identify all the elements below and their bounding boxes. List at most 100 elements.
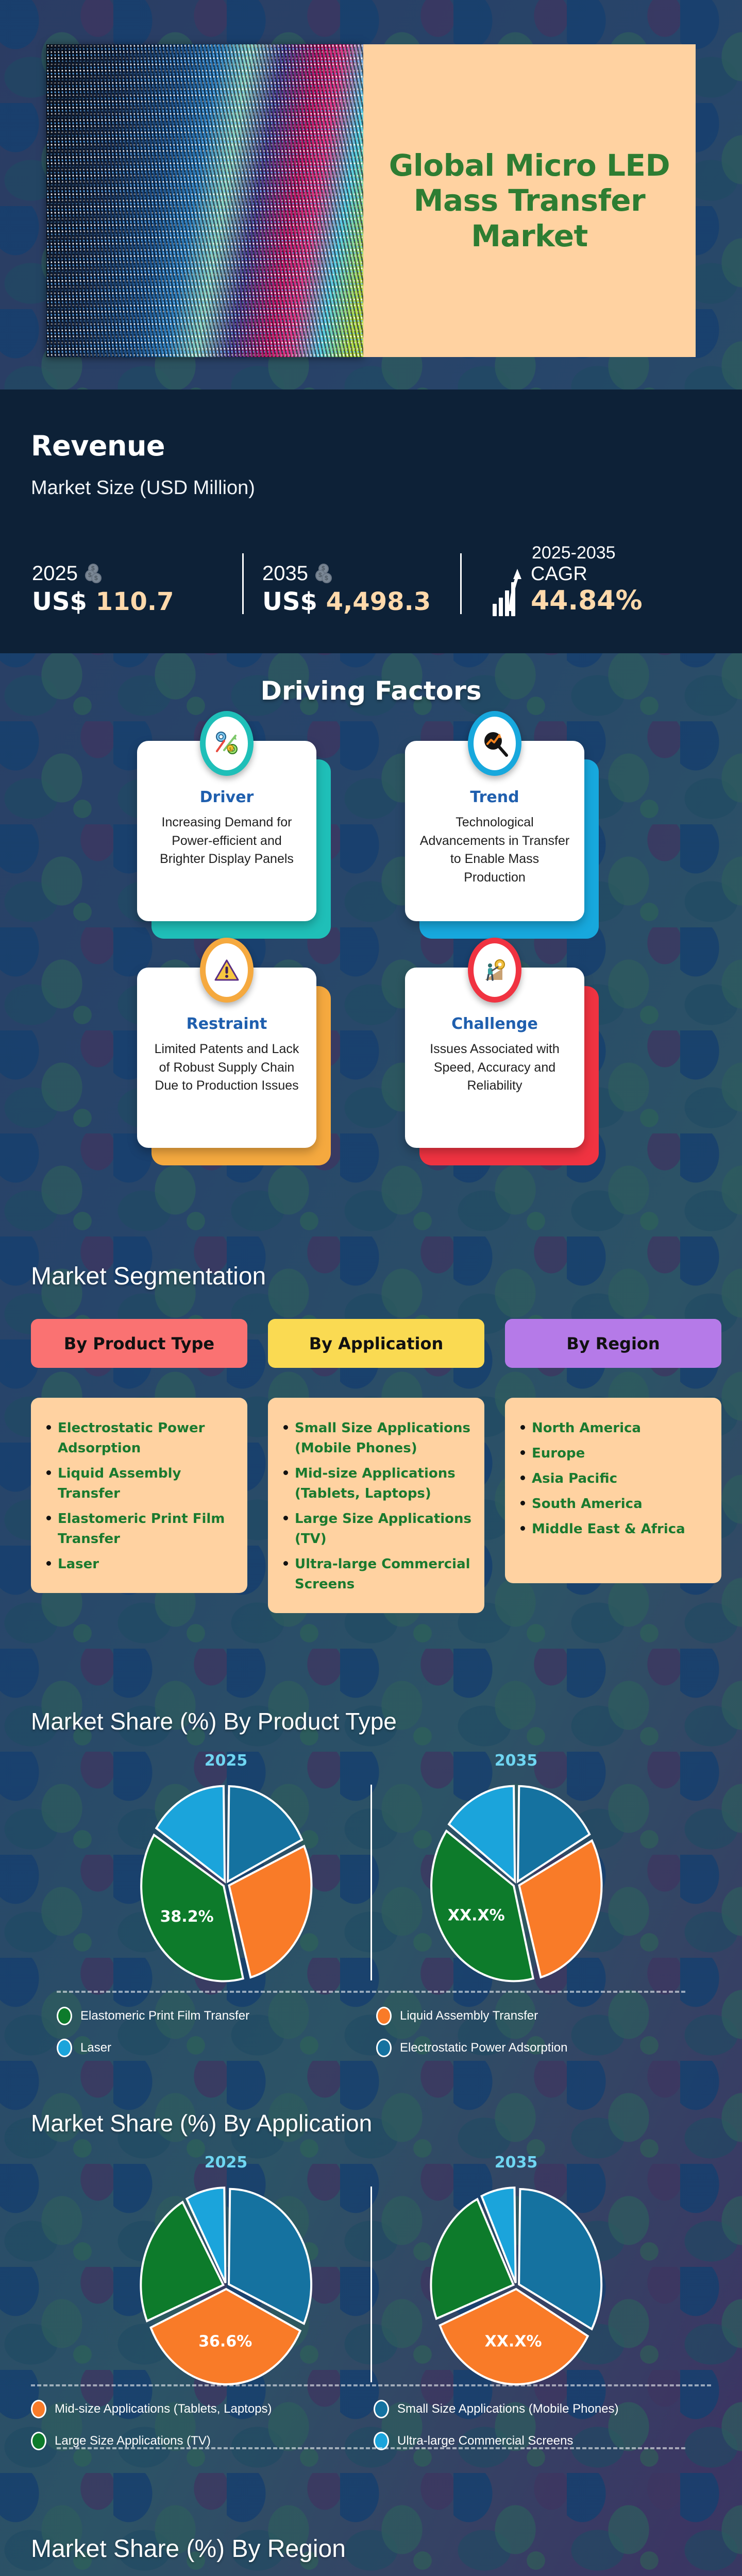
revenue-base-year-block: 2025 $ $ $ US$ 110.7	[26, 562, 242, 616]
list-item: Asia Pacific	[520, 1469, 710, 1489]
micro-led-display-photo	[46, 44, 363, 357]
pie-chart-application-2025: 36.6%	[139, 2187, 312, 2385]
pie-slice	[480, 2187, 517, 2283]
pie-year-label: 2035	[494, 2154, 538, 2172]
driving-factors-grid: $ Driver Increasing Demand for Power-eff…	[129, 711, 613, 1194]
pie-slice	[149, 2287, 301, 2385]
legend-label: Large Size Applications (TV)	[55, 2434, 211, 2448]
legend-item[interactable]: Electrostatic Power Adsorption	[376, 2039, 696, 2057]
driving-factors-heading: Driving Factors	[260, 676, 482, 706]
pie-year-label: 2025	[204, 1752, 248, 1770]
pie-panel-2035: 2035 XX.X%	[372, 1752, 661, 1987]
legend-item[interactable]: Mid-size Applications (Tablets, Laptops)	[31, 2400, 374, 2418]
legend-divider-bottom	[57, 2447, 685, 2449]
market-share-product-type-section: Market Share (%) By Product Type 2025 38…	[0, 1685, 742, 2087]
segmentation-heading: Market Segmentation	[31, 1263, 266, 1290]
pie-panel-2025: 2025 38.2%	[82, 1752, 370, 1987]
pie-year-label: 2025	[204, 2154, 248, 2172]
legend-product-type: Elastomeric Print Film Transfer Liquid A…	[57, 2007, 696, 2071]
cagr-period: 2025-2035	[532, 543, 616, 563]
factor-card-challenge[interactable]: Challenge Issues Associated with Speed, …	[397, 938, 603, 1165]
worker-gear-glyph	[485, 959, 505, 981]
legend-label: Electrostatic Power Adsorption	[400, 2041, 568, 2055]
list-item: Electrostatic Power Adsorption	[46, 1418, 236, 1459]
segment-header-by-product-type[interactable]: By Product Type	[31, 1319, 247, 1368]
legend-item[interactable]: Large Size Applications (TV)	[31, 2432, 374, 2450]
legend-swatch-icon	[57, 2039, 72, 2057]
list-item: Middle East & Africa	[520, 1519, 710, 1539]
warning-triangle-icon	[200, 938, 254, 1003]
pie-chart-application-2035: XX.X%	[429, 2187, 602, 2385]
growth-chart-icon	[493, 569, 524, 616]
factor-text: Technological Advancements in Transfer t…	[419, 815, 570, 885]
revenue-forecast-year-block: 2035 $ $ $ US$ 4,498.3	[244, 562, 460, 616]
pie-divider	[370, 2186, 372, 2382]
revenue-divider-1	[242, 553, 244, 614]
factor-text: Limited Patents and Lack of Robust Suppl…	[154, 1042, 299, 1093]
segment-header-by-region[interactable]: By Region	[505, 1319, 721, 1368]
legend-item[interactable]: Laser	[57, 2039, 376, 2057]
segmentation-column-application: By Application Small Size Applications (…	[268, 1319, 484, 1613]
trend-magnifier-glyph	[484, 732, 508, 757]
list-item: Mid-size Applications (Tablets, Laptops)	[283, 1464, 473, 1504]
legend-swatch-icon	[57, 2007, 72, 2025]
pie-charts-application: 2025 36.6% 2035 XX.X%	[0, 2154, 742, 2389]
growth-arrow-icon	[509, 569, 521, 612]
pie-slice	[517, 2188, 602, 2331]
legend-item[interactable]: Liquid Assembly Transfer	[376, 2007, 696, 2025]
header-title-panel: Global Micro LED Mass Transfer Market	[363, 44, 696, 357]
legend-label: Elastomeric Print Film Transfer	[80, 2009, 250, 2023]
pie-slice	[227, 1844, 312, 1979]
pie-divider	[370, 1784, 372, 1980]
pie-slice	[139, 2200, 225, 2323]
legend-application: Mid-size Applications (Tablets, Laptops)…	[31, 2400, 716, 2464]
chart-title-application: Market Share (%) By Application	[31, 2110, 373, 2137]
driving-factors-section: Driving Factors	[0, 653, 742, 1236]
factor-title: Restraint	[186, 1015, 267, 1033]
coins-icon: $ $ $	[85, 563, 103, 584]
revenue-base-value: US$ 110.7	[32, 587, 242, 616]
pie-value-label: XX.X%	[447, 1907, 504, 1925]
list-item: Elastomeric Print Film Transfer	[46, 1509, 236, 1549]
revenue-section: Revenue Market Size (USD Million) 2025 $…	[0, 389, 742, 653]
factor-text: Increasing Demand for Power-efficient an…	[160, 815, 294, 866]
segment-list-application: Small Size Applications (Mobile Phones) …	[268, 1398, 484, 1613]
segmentation-columns: By Product Type Electrostatic Power Adso…	[31, 1319, 721, 1613]
legend-divider-top	[57, 1991, 685, 1993]
legend-item[interactable]: Elastomeric Print Film Transfer	[57, 2007, 376, 2025]
revenue-cagr-block: 2025-2035 CAGR 44.84%	[462, 543, 688, 616]
factor-card-restraint[interactable]: Restraint Limited Patents and Lack of Ro…	[129, 938, 335, 1165]
list-item: Small Size Applications (Mobile Phones)	[283, 1418, 473, 1459]
revenue-title: Revenue	[31, 430, 165, 462]
revenue-forecast-year: 2035	[262, 562, 308, 585]
list-item: Laser	[46, 1554, 236, 1574]
pie-year-label: 2035	[494, 1752, 538, 1770]
gear-chart-icon: $	[200, 711, 254, 776]
cagr-label: CAGR	[531, 563, 587, 585]
legend-label: Small Size Applications (Mobile Phones)	[397, 2402, 619, 2416]
legend-label: Ultra-large Commercial Screens	[397, 2434, 574, 2448]
market-share-region-section: Market Share (%) By Region	[0, 2478, 742, 2576]
legend-swatch-icon	[31, 2400, 46, 2418]
legend-label: Mid-size Applications (Tablets, Laptops)	[55, 2402, 272, 2416]
legend-item[interactable]: Small Size Applications (Mobile Phones)	[374, 2400, 716, 2418]
market-share-application-section: Market Share (%) By Application 2025 36.…	[0, 2087, 742, 2478]
pie-slice	[517, 1839, 602, 1979]
factor-title: Challenge	[451, 1015, 538, 1033]
legend-label: Liquid Assembly Transfer	[400, 2009, 538, 2023]
factor-card-driver[interactable]: $ Driver Increasing Demand for Power-eff…	[129, 711, 335, 939]
revenue-forecast-value: US$ 4,498.3	[262, 587, 460, 616]
pie-slice	[185, 2187, 227, 2284]
segment-header-by-application[interactable]: By Application	[268, 1319, 484, 1368]
factor-card-trend[interactable]: Trend Technological Advancements in Tran…	[397, 711, 603, 939]
pie-value-label: 36.6%	[198, 2333, 252, 2351]
header-section: Global Micro LED Mass Transfer Market	[0, 0, 742, 389]
factor-text: Issues Associated with Speed, Accuracy a…	[430, 1042, 560, 1093]
pie-slice	[447, 1785, 516, 1884]
page-title: Global Micro LED Mass Transfer Market	[389, 147, 670, 253]
pie-value-label: 38.2%	[160, 1908, 213, 1926]
revenue-columns: 2025 $ $ $ US$ 110.7 2035 $ $ $	[26, 513, 721, 616]
pie-chart-product-2025: 38.2%	[140, 1785, 312, 1982]
pie-slice	[430, 1829, 534, 1982]
